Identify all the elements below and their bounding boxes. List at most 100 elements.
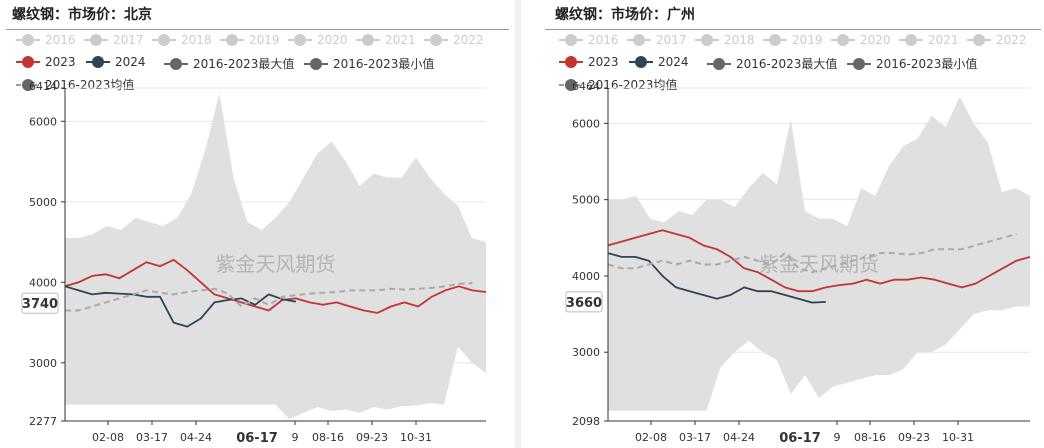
legend-label: 2023	[45, 55, 76, 69]
legend-label: 2018	[724, 33, 755, 47]
legend-item-2021[interactable]: 2021	[899, 33, 959, 47]
legend-item-2016[interactable]: 2016	[16, 33, 76, 47]
legend-item-2018[interactable]: 2018	[695, 33, 755, 47]
x-tick-label: 09-23	[356, 431, 388, 444]
legend-label: 2020	[317, 33, 348, 47]
legend-item-2024[interactable]: 2024	[86, 55, 146, 69]
x-tick-label: 10-31	[942, 431, 974, 444]
y-tick-label: 6000	[572, 117, 600, 130]
max-min-band	[65, 93, 486, 420]
watermark: 紫金天风期货	[759, 252, 879, 276]
legend-label: 2016-2023最大值	[193, 57, 295, 71]
legend-symbol	[16, 78, 40, 91]
x-tick-label: 04-24	[723, 431, 755, 444]
chart-panel-beijing: 螺纹钢：市场价：北京 2016 2017 2018 2019 2020 2021 2022 2…	[0, 0, 515, 448]
chart-plot[interactable]: 紫金天风期货 2277 3000 4000 5000 6000 6414 02-08 03-17…	[0, 0, 515, 448]
legend-symbol	[16, 34, 40, 46]
legend-symbol	[424, 34, 448, 46]
y-tick-label: 4000	[572, 270, 600, 283]
y-tick-label: 4000	[29, 276, 57, 289]
x-tick-label: 08-16	[312, 431, 344, 444]
legend-item-2017[interactable]: 2017	[627, 33, 687, 47]
cursor-x-label: 06-17	[236, 431, 278, 446]
legend-symbol	[627, 34, 651, 46]
chart-panel-guangzhou: 螺纹钢：市场价：广州 2016 2017 2018 2019 2020 2021 2022 2…	[521, 0, 1044, 448]
legend-symbol	[559, 34, 583, 46]
legend-item-2016-2023[interactable]: 2016-2023最小值	[847, 55, 977, 72]
legend-item-2020[interactable]: 2020	[288, 33, 348, 47]
x-tick-label: 02-08	[92, 431, 124, 444]
legend-label: 2016	[588, 33, 619, 47]
y-tick-label: 6414	[29, 80, 57, 93]
cursor-x-label: 06-17	[779, 431, 821, 446]
legend-item-2016-2023[interactable]: 2016-2023最大值	[707, 55, 837, 72]
legend-item-2018[interactable]: 2018	[152, 33, 212, 47]
legend-symbol	[356, 34, 380, 46]
legend-item-2022[interactable]: 2022	[424, 33, 484, 47]
y-tick-label: 3000	[572, 346, 600, 359]
legend-label: 2019	[792, 33, 823, 47]
title-underline	[545, 29, 1041, 30]
y-tick-label: 6464	[572, 80, 600, 93]
x-tick-label: 03-17	[136, 431, 168, 444]
legend-symbol	[967, 34, 991, 46]
series-line-2023	[607, 229, 1031, 293]
legend-item-2016-2023[interactable]: 2016-2023最小值	[304, 55, 434, 72]
cursor-y-label-box	[565, 291, 603, 313]
series-line-2016-2023	[65, 282, 473, 312]
legend-label: 2021	[385, 33, 416, 47]
x-tick-label: 03-17	[679, 431, 711, 444]
legend-label: 2022	[453, 33, 484, 47]
legend-symbol	[899, 34, 923, 46]
y-tick-label: 5000	[29, 196, 57, 209]
x-tick-label: 9	[292, 431, 299, 444]
legend-label: 2021	[928, 33, 959, 47]
legend-symbol	[16, 56, 40, 68]
chart-plot[interactable]: 紫金天风期货 2098 3000 4000 5000 6000 6464 02-08 03-17…	[521, 0, 1044, 448]
legend-item-2022[interactable]: 2022	[967, 33, 1027, 47]
legend-item-2016[interactable]: 2016	[559, 33, 619, 47]
y-tick-label: 5000	[572, 194, 600, 207]
x-tick-label: 9	[834, 431, 841, 444]
series-line-2016-2023	[607, 233, 1017, 274]
series-line-2024	[607, 252, 826, 304]
legend-item-2023[interactable]: 2023	[559, 55, 619, 69]
legend-symbol	[763, 34, 787, 46]
legend-symbol	[559, 56, 583, 68]
legend-item-2019[interactable]: 2019	[763, 33, 823, 47]
legend-symbol	[152, 34, 176, 46]
legend-item-2016-2023[interactable]: 2016-2023最大值	[164, 55, 294, 72]
max-min-band	[608, 96, 1030, 411]
legend-symbol	[86, 56, 110, 68]
legend-item-2017[interactable]: 2017	[84, 33, 144, 47]
x-tick-label: 08-16	[854, 431, 886, 444]
legend-symbol	[707, 57, 731, 70]
legend-label: 2019	[249, 33, 280, 47]
y-tick-label: 2277	[29, 415, 57, 428]
panel-divider	[515, 0, 521, 448]
x-tick-label: 02-08	[635, 431, 667, 444]
legend-symbol	[164, 57, 188, 70]
legend-item-2023[interactable]: 2023	[16, 55, 76, 69]
legend-symbol	[695, 34, 719, 46]
legend-item-2024[interactable]: 2024	[629, 55, 689, 69]
legend-symbol	[304, 57, 328, 70]
legend-item-2021[interactable]: 2021	[356, 33, 416, 47]
legend-item-2019[interactable]: 2019	[220, 33, 280, 47]
cursor-y-label-box	[21, 292, 59, 314]
legend-label: 2018	[181, 33, 212, 47]
legend-label: 2024	[658, 55, 689, 69]
x-tick-label: 09-23	[898, 431, 930, 444]
watermark: 紫金天风期货	[216, 252, 336, 276]
legend-label: 2017	[113, 33, 144, 47]
cursor-y-label: 3660	[566, 296, 602, 311]
legend-symbol	[220, 34, 244, 46]
legend-symbol	[288, 34, 312, 46]
legend-symbol	[84, 34, 108, 46]
cursor-y-label: 3740	[22, 297, 58, 312]
legend-item-2020[interactable]: 2020	[831, 33, 891, 47]
series-line-2024	[64, 285, 297, 328]
y-tick-label: 3000	[29, 357, 57, 370]
legend-label: 2020	[860, 33, 891, 47]
legend-symbol	[559, 78, 583, 91]
